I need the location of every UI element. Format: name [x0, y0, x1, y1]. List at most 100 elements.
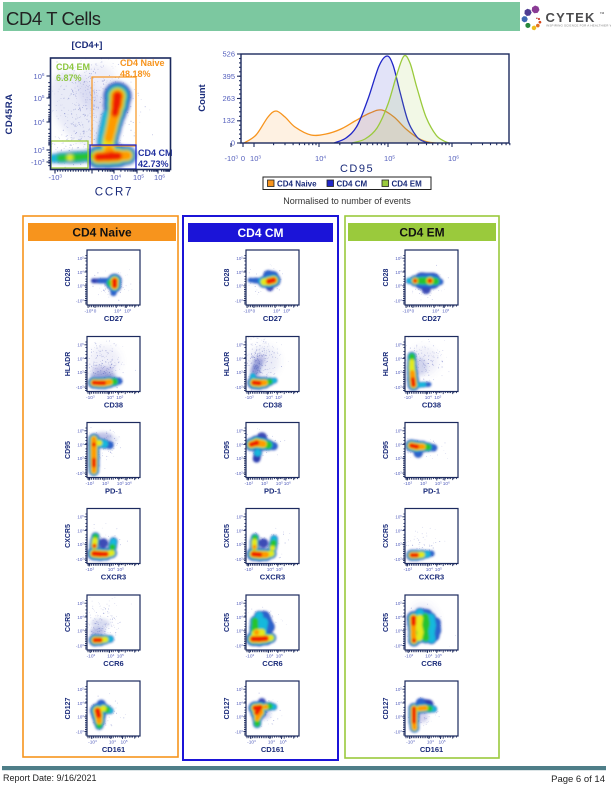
svg-text:-103: -103: [88, 739, 97, 746]
svg-text:106: 106: [34, 72, 45, 81]
svg-text:-103: -103: [87, 653, 96, 660]
svg-text:105: 105: [276, 566, 283, 573]
svg-text:104: 104: [236, 528, 243, 534]
svg-text:104: 104: [266, 394, 273, 401]
svg-text:-103: -103: [76, 643, 84, 649]
svg-text:105: 105: [442, 308, 449, 315]
svg-text:HLADR: HLADR: [224, 352, 231, 377]
svg-text:105: 105: [395, 342, 402, 348]
svg-text:104: 104: [395, 442, 402, 448]
svg-text:0: 0: [94, 309, 97, 314]
svg-text:105: 105: [236, 256, 243, 262]
svg-text:103: 103: [395, 542, 402, 548]
svg-text:0: 0: [231, 139, 235, 148]
svg-text:105: 105: [395, 601, 402, 607]
svg-text:-103: -103: [245, 480, 254, 487]
svg-text:CCR6: CCR6: [421, 659, 441, 668]
svg-text:CCR7: CCR7: [95, 187, 134, 199]
svg-text:103: 103: [77, 370, 84, 376]
svg-text:0: 0: [241, 154, 245, 163]
svg-text:[CD4+]: [CD4+]: [72, 40, 103, 51]
svg-text:™: ™: [600, 12, 605, 18]
svg-text:CD28: CD28: [65, 268, 72, 286]
svg-text:42.73%: 42.73%: [138, 159, 169, 169]
svg-text:-103: -103: [76, 729, 84, 735]
svg-text:CD4 CM: CD4 CM: [337, 180, 368, 189]
svg-text:103: 103: [77, 456, 84, 462]
svg-text:CD28: CD28: [383, 268, 390, 286]
svg-text:-103: -103: [247, 739, 256, 746]
svg-text:104: 104: [77, 614, 84, 620]
svg-text:-103: -103: [76, 470, 84, 476]
svg-text:105: 105: [435, 653, 442, 660]
svg-text:104: 104: [236, 700, 243, 706]
svg-text:103: 103: [236, 628, 243, 634]
svg-text:CCR6: CCR6: [103, 659, 123, 668]
svg-text:-103: -103: [245, 394, 254, 401]
svg-text:-103: -103: [76, 556, 84, 562]
svg-text:104: 104: [110, 173, 121, 182]
svg-text:103: 103: [34, 146, 45, 155]
svg-text:CXCR5: CXCR5: [383, 524, 390, 548]
svg-text:CD95: CD95: [383, 441, 390, 459]
svg-text:103: 103: [395, 283, 402, 289]
svg-text:105: 105: [395, 256, 402, 262]
svg-text:CCR5: CCR5: [224, 613, 231, 632]
svg-text:-103: -103: [235, 729, 243, 735]
svg-text:105: 105: [77, 342, 84, 348]
svg-text:105: 105: [116, 394, 123, 401]
svg-text:CD161: CD161: [102, 745, 125, 754]
svg-text:106: 106: [448, 154, 459, 163]
svg-text:105: 105: [117, 566, 124, 573]
svg-text:104: 104: [77, 700, 84, 706]
svg-text:103: 103: [102, 480, 109, 487]
svg-text:CD45RA: CD45RA: [4, 93, 15, 134]
svg-text:48.18%: 48.18%: [120, 69, 151, 79]
svg-text:105: 105: [236, 601, 243, 607]
svg-text:CD27: CD27: [422, 314, 441, 323]
svg-text:PD-1: PD-1: [264, 487, 281, 496]
svg-text:PD-1: PD-1: [423, 487, 440, 496]
svg-text:103: 103: [395, 628, 402, 634]
svg-text:CD4 Naive: CD4 Naive: [277, 180, 317, 189]
svg-text:104: 104: [108, 566, 115, 573]
svg-text:0: 0: [253, 309, 256, 314]
svg-text:103: 103: [420, 480, 427, 487]
svg-text:CD38: CD38: [422, 401, 441, 410]
svg-text:-103: -103: [243, 308, 252, 315]
svg-text:103: 103: [236, 370, 243, 376]
svg-text:104: 104: [107, 394, 114, 401]
svg-text:132: 132: [222, 116, 235, 125]
svg-text:103: 103: [77, 542, 84, 548]
svg-text:-103: -103: [86, 480, 95, 487]
svg-text:105: 105: [395, 514, 402, 520]
svg-text:6.87%: 6.87%: [56, 73, 82, 83]
svg-text:105: 105: [434, 394, 441, 401]
svg-text:-103: -103: [235, 298, 243, 304]
svg-text:CD28: CD28: [224, 268, 231, 286]
svg-text:105: 105: [77, 601, 84, 607]
svg-text:104: 104: [395, 614, 402, 620]
svg-text:Count: Count: [197, 83, 208, 111]
svg-text:CD127: CD127: [224, 698, 231, 720]
svg-text:104: 104: [432, 308, 439, 315]
svg-text:CD95: CD95: [65, 441, 72, 459]
svg-text:PD-1: PD-1: [105, 487, 122, 496]
svg-text:105: 105: [279, 739, 286, 746]
svg-text:103: 103: [395, 370, 402, 376]
svg-text:105: 105: [117, 653, 124, 660]
svg-text:105: 105: [34, 94, 45, 103]
svg-text:-103: -103: [405, 653, 414, 660]
svg-text:104: 104: [267, 566, 274, 573]
svg-text:-103: -103: [404, 394, 413, 401]
svg-text:105: 105: [276, 480, 283, 487]
svg-text:103: 103: [261, 480, 268, 487]
svg-text:HLADR: HLADR: [383, 352, 390, 377]
svg-text:104: 104: [315, 154, 326, 163]
svg-text:104: 104: [77, 356, 84, 362]
svg-text:104: 104: [266, 653, 273, 660]
svg-text:CXCR3: CXCR3: [419, 573, 444, 582]
svg-text:CD4 EM: CD4 EM: [399, 226, 444, 240]
svg-text:104: 104: [34, 118, 45, 127]
svg-text:105: 105: [77, 428, 84, 434]
